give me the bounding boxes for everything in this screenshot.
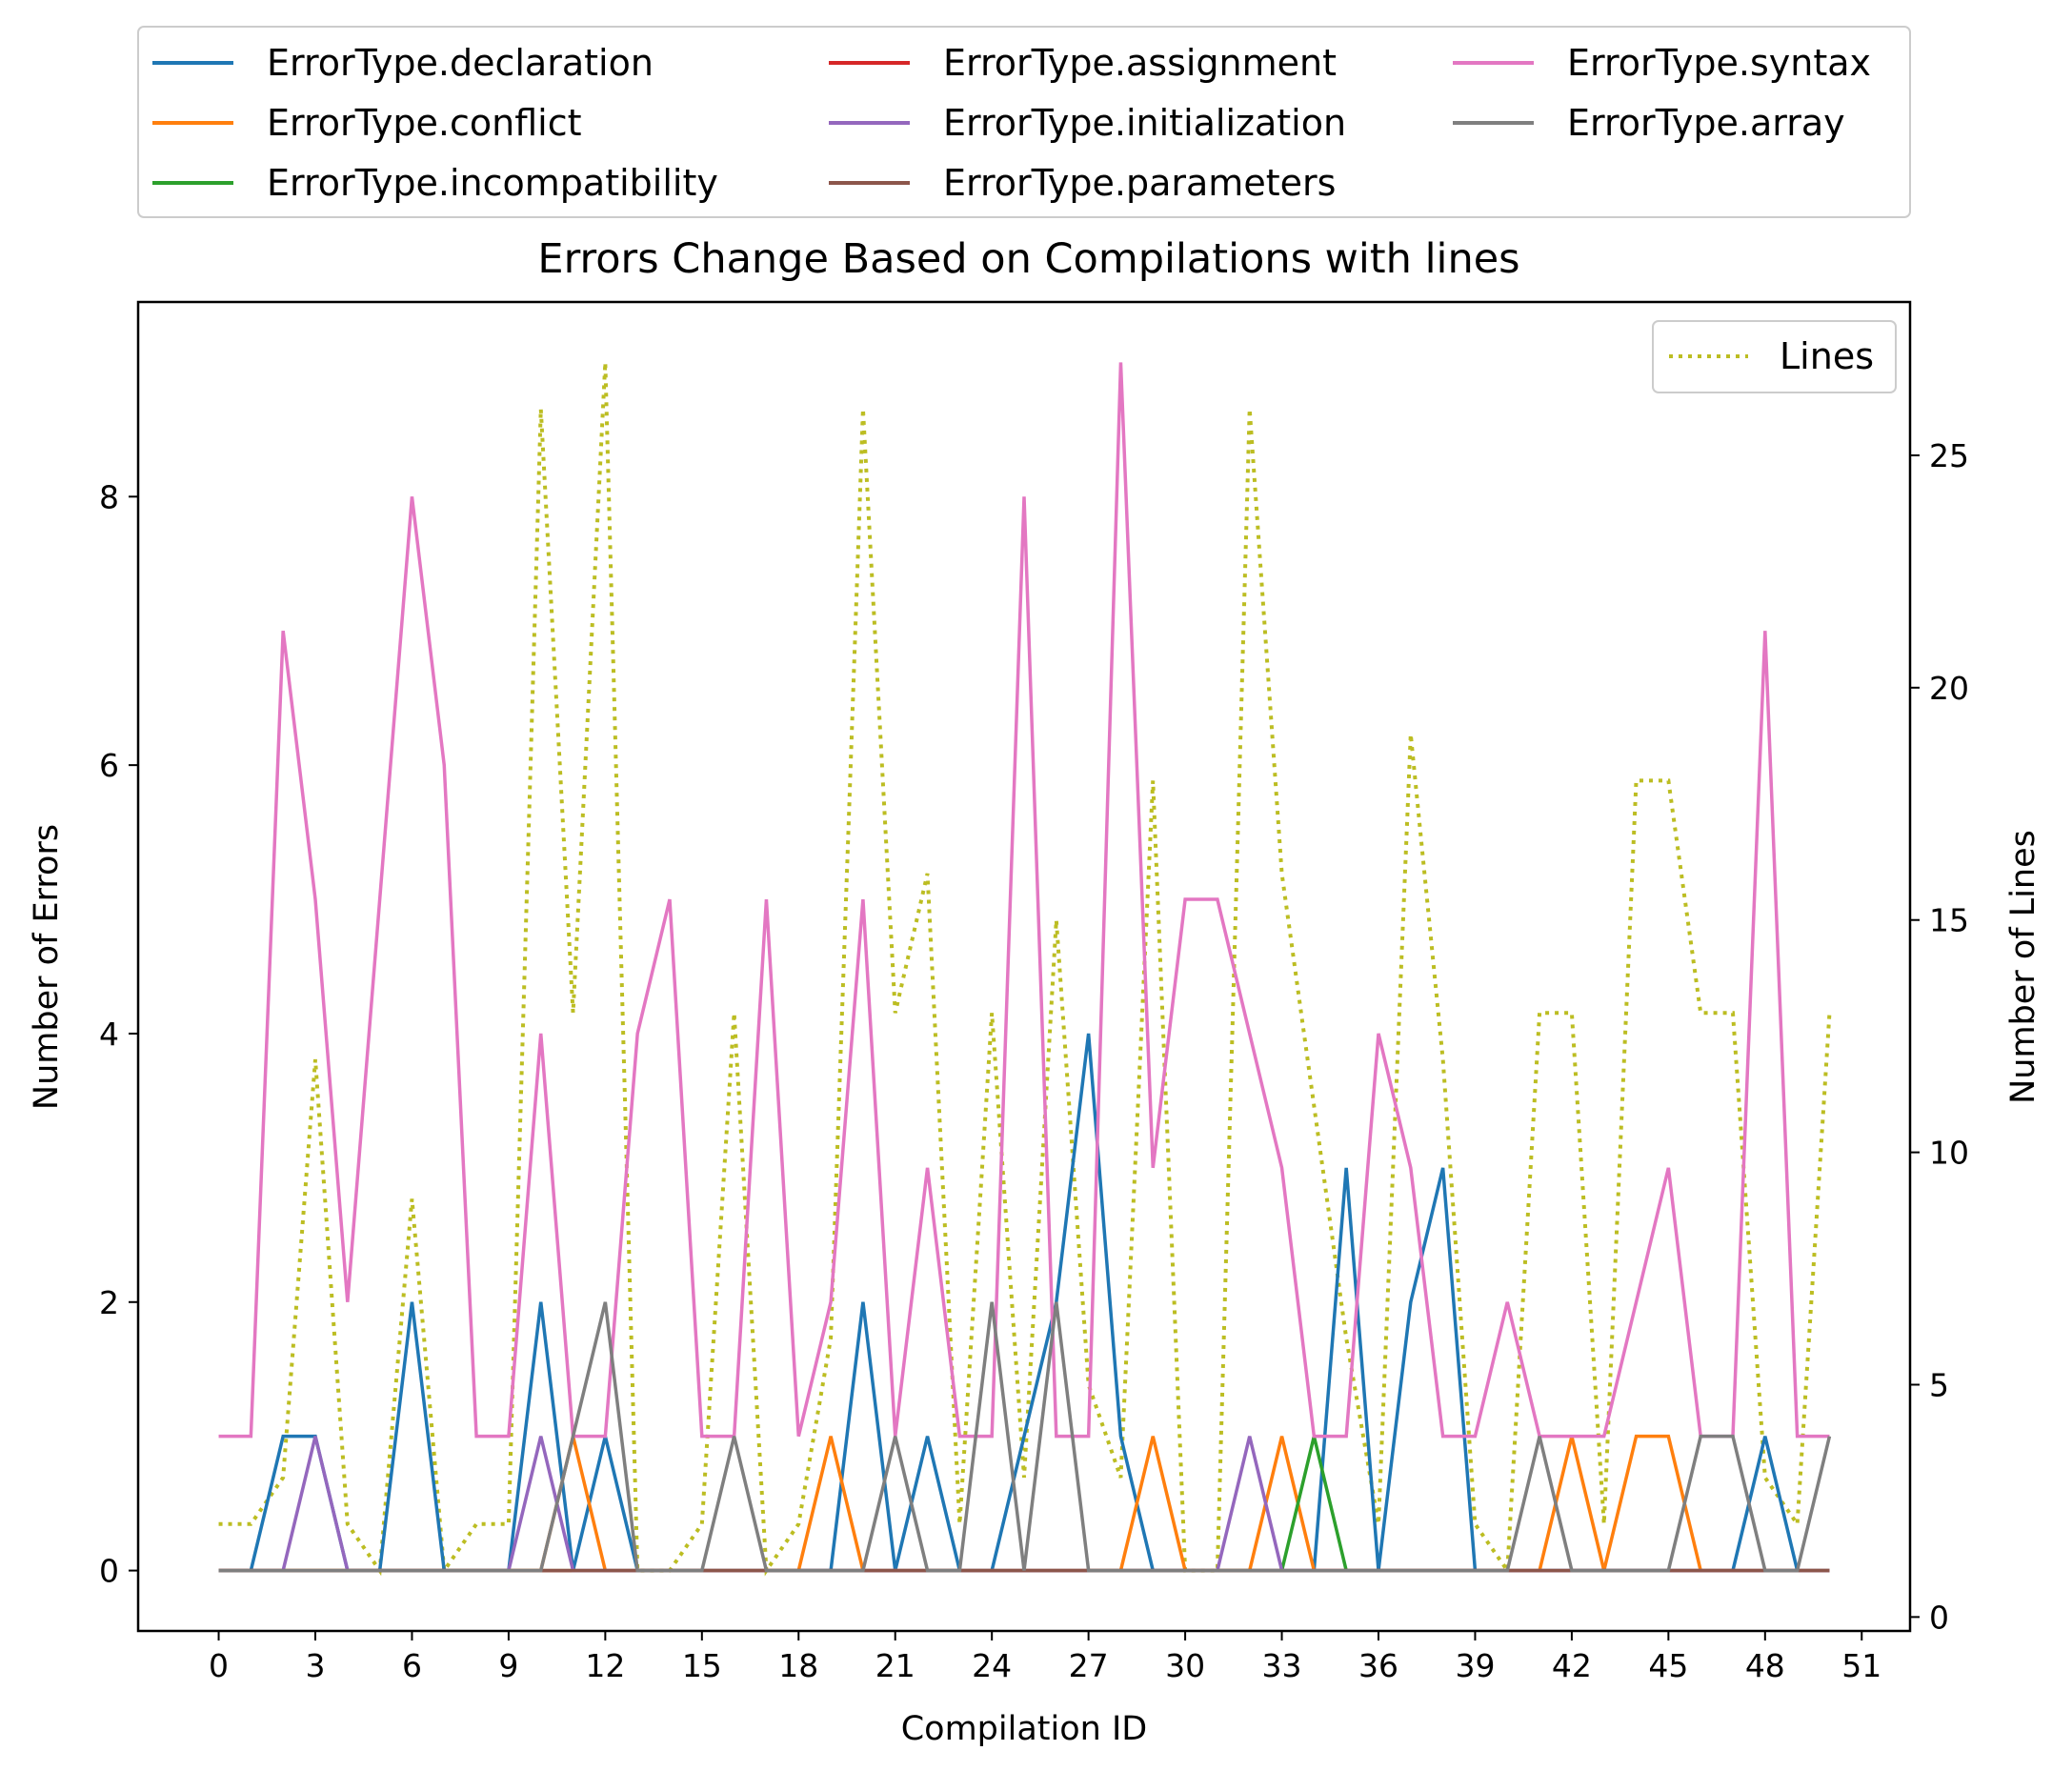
- y-tick-label: 4: [99, 1016, 119, 1053]
- lines-legend: Lines: [1652, 320, 1897, 393]
- y-axis-left: 0 2 4 6 8: [99, 478, 138, 1590]
- x-tick-label: 48: [1745, 1647, 1785, 1684]
- x-tick-label: 36: [1358, 1647, 1398, 1684]
- y-tick-label: 6: [99, 747, 119, 784]
- x-tick-label: 3: [306, 1647, 326, 1684]
- series-line-errortype-array: [218, 1301, 1832, 1573]
- y-tick-label: 2: [99, 1284, 119, 1321]
- x-tick-label: 42: [1552, 1647, 1592, 1684]
- legend-label-errortype-array: ErrorType.array: [1567, 102, 1845, 144]
- legend-label-errortype-syntax: ErrorType.syntax: [1567, 42, 1871, 84]
- x-tick-label: 0: [209, 1647, 229, 1684]
- x-tick-label: 12: [585, 1647, 625, 1684]
- legend-label-errortype-declaration: ErrorType.declaration: [267, 42, 654, 84]
- x-tick-label: 24: [972, 1647, 1012, 1684]
- y-axis-title: Number of Errors: [28, 824, 66, 1110]
- y-tick-label: 0: [99, 1553, 119, 1590]
- legend-label-errortype-parameters: ErrorType.parameters: [943, 162, 1336, 204]
- lines-legend-frame: [1652, 320, 1897, 393]
- x-tick-label: 30: [1165, 1647, 1205, 1684]
- lines-legend-entries: Lines: [1669, 335, 1874, 377]
- plot-frame: [136, 300, 1912, 1633]
- y2-tick-label: 15: [1929, 902, 1969, 939]
- x-axis: 0 3 6 9 12 15 18 21 24 27 30 33 36 39 42 45 48 51: [209, 1631, 1881, 1684]
- legend-label-errortype-incompatibility: ErrorType.incompatibility: [267, 162, 718, 204]
- main-legend-entries: ErrorType.declaration ErrorType.conflict E…: [152, 42, 1871, 204]
- x-tick-label: 9: [498, 1647, 518, 1684]
- y-tick-label: 8: [99, 478, 119, 515]
- x-tick-label: 27: [1069, 1647, 1109, 1684]
- legend-label-lines: Lines: [1780, 335, 1874, 377]
- y2-tick-label: 5: [1929, 1366, 1949, 1403]
- y2-axis-title: Number of Lines: [2004, 830, 2042, 1104]
- y2-tick-label: 10: [1929, 1135, 1969, 1172]
- series-line-lines: [218, 362, 1832, 1577]
- main-legend-frame: [137, 26, 1911, 218]
- series-line-errortype-syntax: [218, 362, 1830, 1439]
- legend-label-errortype-conflict: ErrorType.conflict: [267, 102, 582, 144]
- x-tick-label: 51: [1841, 1647, 1881, 1684]
- x-tick-label: 18: [778, 1647, 818, 1684]
- legend-label-errortype-initialization: ErrorType.initialization: [943, 102, 1346, 144]
- legend-label-errortype-assignment: ErrorType.assignment: [943, 42, 1337, 84]
- series-layer: [218, 362, 1832, 1577]
- x-tick-label: 15: [682, 1647, 722, 1684]
- x-tick-label: 39: [1455, 1647, 1495, 1684]
- x-tick-label: 33: [1262, 1647, 1302, 1684]
- y-axis-right: 0 5 10 15 20 25: [1910, 437, 1969, 1636]
- x-tick-label: 21: [875, 1647, 915, 1684]
- main-legend: ErrorType.declaration ErrorType.conflict E…: [137, 26, 1911, 218]
- y2-tick-label: 0: [1929, 1599, 1949, 1636]
- x-tick-label: 45: [1648, 1647, 1688, 1684]
- x-axis-title: Compilation ID: [901, 1710, 1148, 1748]
- y2-tick-label: 25: [1929, 437, 1969, 474]
- chart-title: Errors Change Based on Compilations with…: [537, 235, 1519, 283]
- y2-tick-label: 20: [1929, 670, 1969, 707]
- x-tick-label: 6: [402, 1647, 422, 1684]
